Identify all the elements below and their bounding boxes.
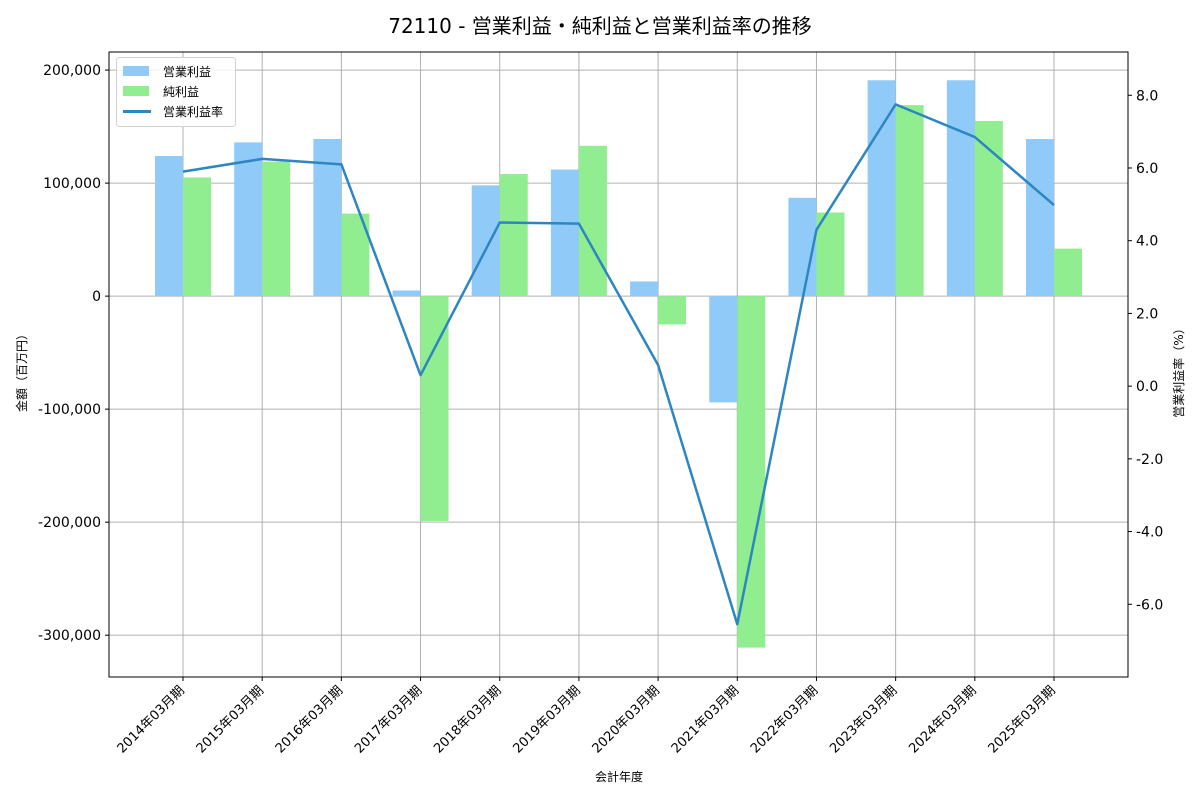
y2-tick-label: -6.0 — [1136, 597, 1163, 613]
bar — [420, 296, 449, 522]
chart-title: 72110 - 営業利益・純利益と営業利益率の推移 — [388, 14, 812, 38]
right-y-axis: -6.0 -4.0 -2.0 0.0 2.0 4.0 6.0 8.0 — [1128, 88, 1163, 613]
bar — [737, 296, 766, 648]
legend: 営業利益 純利益 営業利益率 — [116, 57, 236, 127]
y2-tick-label: 6.0 — [1136, 161, 1158, 177]
bar — [262, 161, 291, 297]
x-tick-label: 2021年03月期 — [669, 683, 742, 756]
y-axis-label: 金額（百万円） — [14, 328, 29, 412]
bar — [895, 105, 924, 297]
bar — [709, 296, 738, 403]
x-tick-label: 2017年03月期 — [352, 683, 425, 756]
bar — [392, 290, 421, 297]
legend-item-operating-profit: 営業利益 — [123, 62, 211, 80]
plot-frame — [108, 51, 1129, 678]
bar — [867, 80, 896, 297]
bar-series — [155, 80, 1082, 648]
y2-tick-label: 4.0 — [1136, 234, 1158, 250]
x-tick-label: 2025年03月期 — [986, 683, 1059, 756]
y-tick-label: 0 — [92, 289, 101, 305]
y-tick-label: -300,000 — [38, 628, 101, 644]
y-tick-label: -200,000 — [38, 515, 101, 531]
legend-swatch-operating-profit — [123, 66, 149, 76]
bar — [974, 120, 1003, 297]
y-tick-label: -100,000 — [38, 402, 101, 418]
bar — [1054, 248, 1082, 297]
x-tick-label: 2019年03月期 — [510, 683, 583, 756]
legend-label: 純利益 — [163, 84, 200, 99]
y2-tick-label: 8.0 — [1136, 88, 1158, 104]
x-tick-label: 2022年03月期 — [748, 683, 821, 756]
legend-swatch-net-profit — [123, 86, 149, 96]
bar — [658, 296, 687, 325]
x-tick-label: 2020年03月期 — [590, 683, 663, 756]
y2-tick-label: -2.0 — [1136, 452, 1163, 468]
legend-line-operating-margin — [123, 109, 151, 113]
line-series — [182, 103, 1055, 626]
legend-item-operating-margin: 営業利益率 — [123, 102, 223, 120]
bar — [499, 174, 528, 297]
bar — [946, 80, 975, 297]
bar — [816, 212, 845, 297]
y2-tick-label: -4.0 — [1136, 525, 1163, 541]
y-tick-label: 200,000 — [43, 63, 101, 79]
y2-axis-label: 営業利益率（%） — [1171, 322, 1186, 417]
x-tick-label: 2018年03月期 — [431, 683, 504, 756]
x-tick-label: 2015年03月期 — [194, 683, 267, 756]
x-axis: 2014年03月期 2015年03月期 2016年03月期 2017年03月期 2018… — [115, 677, 1059, 757]
y2-tick-label: 2.0 — [1136, 306, 1158, 322]
legend-label: 営業利益 — [163, 64, 212, 79]
bar — [234, 142, 263, 297]
bar — [471, 185, 500, 297]
left-y-axis: -300,000 -200,000 -100,000 0 100,000 200,000 — [38, 63, 109, 644]
x-tick-label: 2014年03月期 — [115, 683, 188, 756]
bar — [630, 281, 659, 297]
y2-tick-label: 0.0 — [1136, 379, 1158, 395]
y-tick-label: 100,000 — [43, 176, 101, 192]
x-tick-label: 2024年03月期 — [906, 683, 979, 756]
bar — [1026, 139, 1054, 297]
legend-label: 営業利益率 — [163, 104, 224, 119]
legend-item-net-profit: 純利益 — [123, 82, 199, 100]
bar — [550, 169, 579, 297]
bar — [183, 177, 211, 297]
x-axis-label: 会計年度 — [595, 769, 643, 784]
x-tick-label: 2016年03月期 — [273, 683, 346, 756]
x-tick-label: 2023年03月期 — [827, 683, 900, 756]
plot-border — [108, 51, 1129, 678]
operating-margin-line — [182, 103, 1055, 626]
bar — [578, 145, 607, 297]
bar — [155, 155, 183, 297]
